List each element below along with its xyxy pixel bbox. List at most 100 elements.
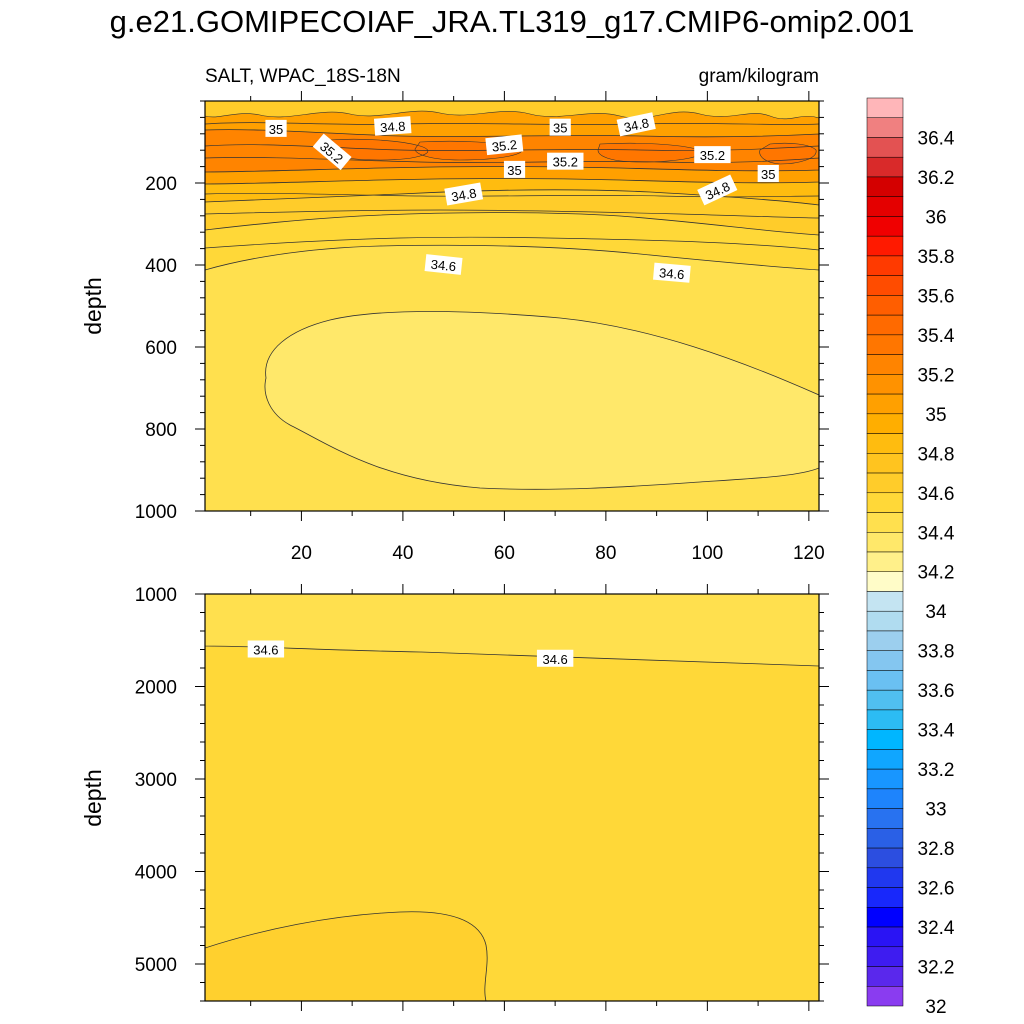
contour-label-text: 34.6 xyxy=(253,643,278,658)
colorbar-label: 35.4 xyxy=(918,326,955,347)
colorbar-swatch xyxy=(866,255,904,276)
colorbar-swatch xyxy=(866,216,904,237)
contour-label-box xyxy=(549,118,571,136)
y-tick-label: 2000 xyxy=(135,678,177,699)
colorbar-swatch xyxy=(866,670,904,691)
lower-axis-ticks xyxy=(195,584,829,1011)
colorbar-label: 35.8 xyxy=(918,247,955,268)
colorbar-swatch xyxy=(866,275,904,296)
x-tick-label: 40 xyxy=(392,543,413,564)
colorbar-swatch xyxy=(866,334,904,355)
contour-label-box xyxy=(503,160,526,178)
colorbar-label: 32.4 xyxy=(918,918,955,939)
colorbar-swatch xyxy=(866,472,904,494)
contour-label-box xyxy=(485,134,524,156)
contour-label: 35 xyxy=(265,119,287,137)
colorbar-swatch xyxy=(866,867,904,888)
colorbar-label: 34.4 xyxy=(918,523,955,544)
colorbar-swatch xyxy=(866,571,904,592)
contour-label-box xyxy=(536,649,574,667)
colorbar-swatch xyxy=(866,374,904,395)
upper-axis-ticks xyxy=(195,91,829,521)
contour-label: 34.8 xyxy=(616,112,656,137)
colorbar-swatch xyxy=(866,295,904,316)
colorbar-swatch xyxy=(866,512,904,533)
contour-label-box xyxy=(373,116,412,136)
colorbar-swatch xyxy=(866,137,904,158)
colorbar-swatch xyxy=(866,393,904,415)
lower-tick-labels: 1000 2000 3000 4000 5000 xyxy=(135,585,177,976)
colorbar-swatch xyxy=(866,433,904,454)
colorbar-label: 32 xyxy=(925,997,946,1018)
y-tick-label: 4000 xyxy=(135,863,177,884)
y-tick-label: 800 xyxy=(145,420,177,441)
lower-contour-panel: 1000 2000 3000 4000 5000 34.6 34.6 depth xyxy=(80,584,829,1011)
colorbar-label: 34.8 xyxy=(918,444,955,465)
colorbar-label: 35 xyxy=(925,405,946,426)
colorbar-labels: 36.4 36.2 36 35.8 35.6 35.4 35.2 35 34.8 34.6 34.4… xyxy=(918,128,955,1018)
contour-label-text: 35 xyxy=(269,122,283,137)
colorbar-swatch xyxy=(866,492,904,513)
colorbar-swatch xyxy=(866,630,904,651)
y-tick-label: 200 xyxy=(145,174,177,195)
colorbar-swatch xyxy=(866,591,904,612)
colorbar-swatch xyxy=(866,196,904,217)
lower-contour-labels: 34.6 34.6 xyxy=(247,640,574,667)
colorbar-label: 33.8 xyxy=(918,642,955,663)
contour-label-text: 34.8 xyxy=(380,119,406,136)
colorbar-label: 36 xyxy=(925,207,946,228)
y-tick-label: 5000 xyxy=(135,955,177,976)
fill-34-4-pocket xyxy=(264,311,819,490)
colorbar-swatch xyxy=(866,729,904,750)
contour-label-box xyxy=(247,640,285,658)
lower-y-axis-title: depth xyxy=(80,769,106,827)
contour-label-text: 35 xyxy=(761,167,775,182)
contour-label-box xyxy=(547,152,584,170)
contour-label-text: 34.6 xyxy=(542,652,567,667)
contour-label: 34.8 xyxy=(444,182,484,206)
colorbar-swatch xyxy=(866,551,904,572)
contour-label-text: 35.2 xyxy=(700,148,725,163)
colorbar-swatches xyxy=(866,97,904,1007)
fill-34-8-bottom-pocket xyxy=(205,911,488,1001)
contour-label: 35.2 xyxy=(485,134,524,156)
contour-label-text: 34.6 xyxy=(430,257,457,275)
colorbar-swatch xyxy=(866,176,904,197)
upper-y-axis-title: depth xyxy=(80,277,106,335)
contour-label-text: 35 xyxy=(553,121,567,136)
contour-label-box xyxy=(424,254,463,275)
colorbar-swatch xyxy=(866,847,904,869)
colorbar-label: 33 xyxy=(925,800,946,821)
colorbar-swatch xyxy=(866,610,904,632)
y-tick-label: 3000 xyxy=(135,770,177,791)
colorbar-label: 35.6 xyxy=(918,286,955,307)
y-tick-label: 400 xyxy=(145,256,177,277)
colorbar-swatch xyxy=(866,413,904,434)
y-tick-label: 1000 xyxy=(135,585,177,606)
colorbar-swatch xyxy=(866,926,904,948)
upper-plot-frame xyxy=(204,100,820,512)
colorbar-label: 32.8 xyxy=(918,839,955,860)
contour-label-text: 35.2 xyxy=(553,155,578,170)
contour-label-text: 34.6 xyxy=(659,265,686,282)
chart-title: g.e21.GOMIPECOIAF_JRA.TL319_g17.CMIP6-om… xyxy=(109,4,915,39)
colorbar-swatch xyxy=(866,749,904,770)
contour-label: 35 xyxy=(503,160,526,178)
colorbar-label: 33.6 xyxy=(918,681,955,702)
colorbar-swatch xyxy=(866,650,904,671)
colorbar-swatch xyxy=(866,314,904,336)
contour-label: 35.2 xyxy=(694,146,731,164)
colorbar-label: 36.4 xyxy=(918,128,955,149)
colorbar-label: 34.6 xyxy=(918,484,955,505)
colorbar-swatch xyxy=(866,156,904,178)
contour-label-box xyxy=(697,174,738,206)
colorbar-swatch xyxy=(866,946,904,967)
contour-label-text: 34.8 xyxy=(622,115,650,135)
contour-label-box xyxy=(616,112,656,137)
colorbar-swatch xyxy=(866,117,904,138)
colorbar: 36.4 36.2 36 35.8 35.6 35.4 35.2 35 34.8 34.6 34.4… xyxy=(866,97,955,1018)
surface-low-salinity-band xyxy=(205,101,819,120)
x-tick-label: 120 xyxy=(793,543,825,564)
colorbar-label: 34.2 xyxy=(918,563,955,584)
